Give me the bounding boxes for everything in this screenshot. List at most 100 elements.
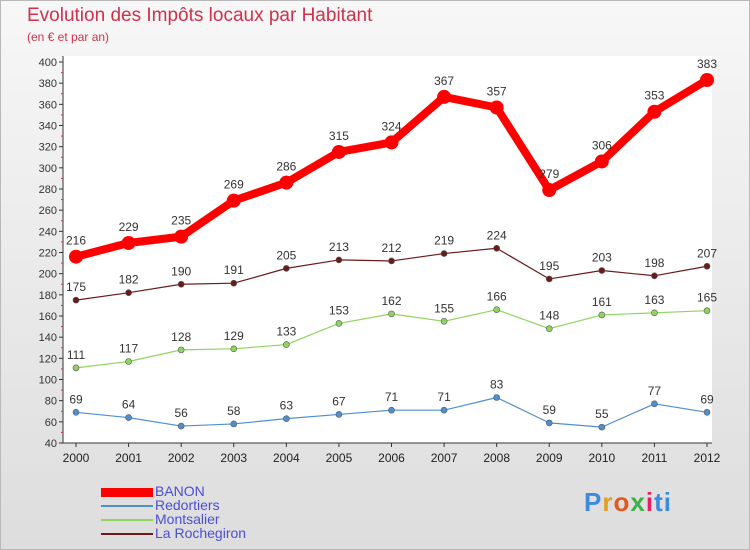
data-point-banon <box>594 154 609 169</box>
data-label-la-rochegiron: 190 <box>171 264 191 278</box>
data-label-montsalier: 129 <box>224 329 244 343</box>
data-label-montsalier: 166 <box>487 290 507 304</box>
x-tick-label: 2012 <box>694 451 721 465</box>
data-point-redortiers <box>703 409 711 416</box>
data-label-redortiers: 64 <box>122 398 136 412</box>
x-tick-label: 2005 <box>326 451 353 465</box>
x-tick-label: 2011 <box>642 451 668 465</box>
data-point-la-rochegiron <box>440 250 448 257</box>
data-label-redortiers: 67 <box>332 394 346 408</box>
y-tick-label: 40 <box>45 438 57 450</box>
data-label-la-rochegiron: 175 <box>66 280 86 294</box>
y-tick-label: 360 <box>39 99 57 111</box>
data-label-montsalier: 133 <box>276 325 296 339</box>
data-point-banon <box>489 100 504 115</box>
data-label-banon: 229 <box>119 220 139 234</box>
data-label-la-rochegiron: 224 <box>487 228 507 242</box>
data-label-montsalier: 162 <box>381 294 401 308</box>
data-point-redortiers <box>230 420 238 428</box>
data-label-banon: 324 <box>381 119 401 133</box>
y-tick-label: 220 <box>39 248 57 260</box>
data-point-redortiers <box>72 409 80 416</box>
y-tick-label: 100 <box>39 375 57 387</box>
data-point-la-rochegiron <box>125 289 132 297</box>
data-label-montsalier: 111 <box>67 348 86 362</box>
data-point-montsalier <box>335 320 343 327</box>
legend-swatch-banon <box>101 488 153 497</box>
data-point-banon <box>121 235 136 250</box>
data-point-la-rochegiron <box>72 296 80 304</box>
y-tick-label: 300 <box>39 163 57 175</box>
y-tick-label: 340 <box>39 121 57 133</box>
data-label-montsalier: 161 <box>592 295 612 309</box>
data-label-montsalier: 165 <box>697 291 717 305</box>
x-tick-label: 2007 <box>431 451 458 465</box>
data-label-redortiers: 63 <box>280 399 294 413</box>
data-label-redortiers: 71 <box>385 390 399 404</box>
data-label-redortiers: 55 <box>595 407 609 421</box>
data-label-la-rochegiron: 213 <box>329 240 349 254</box>
y-tick-label: 180 <box>39 290 57 302</box>
data-point-montsalier <box>230 345 238 353</box>
y-tick-label: 380 <box>39 78 57 90</box>
data-point-montsalier <box>545 325 553 333</box>
data-label-redortiers: 77 <box>648 384 662 398</box>
legend-label-montsalier: Montsalier <box>155 511 220 527</box>
data-point-redortiers <box>545 419 553 427</box>
data-label-banon: 383 <box>697 57 717 71</box>
data-label-redortiers: 59 <box>543 403 557 417</box>
data-point-la-rochegiron <box>493 244 500 252</box>
data-point-la-rochegiron <box>230 279 238 287</box>
data-point-montsalier <box>598 311 606 319</box>
data-label-banon: 279 <box>539 167 559 181</box>
data-point-redortiers <box>493 394 500 401</box>
x-tick-label: 2001 <box>115 451 142 465</box>
x-tick-label: 2003 <box>220 451 247 465</box>
data-point-montsalier <box>651 309 658 317</box>
data-point-la-rochegiron <box>545 275 553 283</box>
data-label-redortiers: 56 <box>174 406 188 420</box>
data-label-banon: 306 <box>592 138 612 152</box>
data-point-la-rochegiron <box>651 272 658 280</box>
data-point-la-rochegiron <box>177 280 185 288</box>
legend-label-redortiers: Redortiers <box>155 497 220 513</box>
x-tick-label: 2000 <box>63 451 90 465</box>
y-tick-label: 160 <box>39 311 57 323</box>
data-point-banon <box>647 104 662 119</box>
data-point-montsalier <box>388 310 395 318</box>
data-point-banon <box>437 89 452 104</box>
data-point-montsalier <box>125 358 132 365</box>
data-point-la-rochegiron <box>335 256 343 264</box>
data-point-redortiers <box>651 400 658 408</box>
data-label-la-rochegiron: 203 <box>592 250 612 264</box>
y-tick-label: 400 <box>39 57 57 69</box>
data-point-redortiers <box>283 415 290 422</box>
data-label-montsalier: 128 <box>171 330 191 344</box>
data-label-banon: 367 <box>434 74 454 88</box>
data-label-banon: 286 <box>276 160 296 174</box>
data-point-banon <box>226 193 241 208</box>
data-label-la-rochegiron: 205 <box>276 248 296 262</box>
y-tick-label: 280 <box>39 184 57 196</box>
data-point-banon <box>174 229 189 244</box>
plot-area <box>63 56 712 443</box>
data-label-redortiers: 71 <box>437 390 451 404</box>
data-label-montsalier: 148 <box>539 309 559 323</box>
data-label-redortiers: 58 <box>227 404 241 418</box>
data-point-la-rochegiron <box>598 267 606 274</box>
data-label-la-rochegiron: 191 <box>224 263 244 277</box>
data-label-montsalier: 163 <box>644 293 664 307</box>
data-point-redortiers <box>598 423 606 431</box>
data-label-banon: 269 <box>224 178 244 192</box>
data-point-redortiers <box>335 411 343 418</box>
x-tick-label: 2009 <box>536 451 563 465</box>
legend-label-la-rochegiron: La Rochegiron <box>155 525 247 541</box>
data-point-banon <box>384 135 399 150</box>
data-label-banon: 216 <box>66 234 86 248</box>
x-tick-label: 2002 <box>168 451 195 465</box>
data-label-banon: 353 <box>644 89 664 103</box>
data-point-montsalier <box>177 346 185 354</box>
legend-swatch-redortiers <box>101 505 153 507</box>
